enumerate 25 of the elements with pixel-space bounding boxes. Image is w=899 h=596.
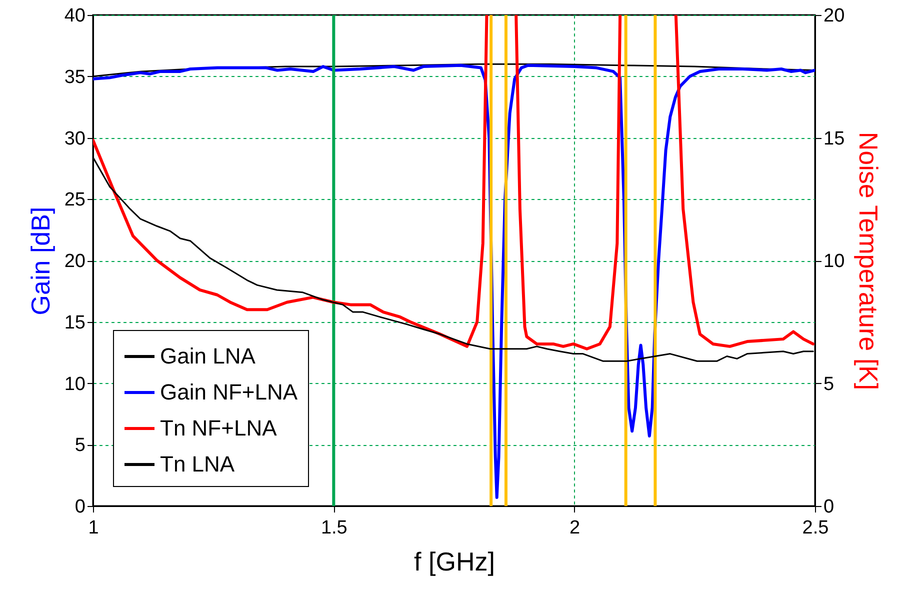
legend-label: Gain NF+LNA — [160, 380, 298, 404]
y-tick-label: 35 — [64, 66, 86, 88]
y2-tick-label: 15 — [824, 128, 845, 150]
y-tick-label: 20 — [64, 251, 86, 272]
x-tick-label: 2 — [570, 518, 580, 538]
y-tick-label: 30 — [64, 128, 86, 150]
y2-axis-title: Noise Temperature [K] — [854, 132, 884, 390]
y2-tick-label: 0 — [824, 496, 834, 518]
legend-label: Tn LNA — [160, 452, 235, 476]
legend-label: Tn NF+LNA — [160, 416, 278, 440]
y-tick-label: 0 — [74, 496, 86, 518]
y-tick-label: 40 — [64, 6, 86, 26]
y-tick-label: 5 — [74, 435, 86, 456]
x-tick-label: 2.5 — [802, 518, 829, 538]
x-tick-label: 1.5 — [320, 518, 348, 538]
y-tick-label: 15 — [64, 312, 86, 334]
x-axis-title: f [GHz] — [414, 546, 495, 576]
y2-tick-label: 10 — [824, 251, 845, 272]
y-tick-label: 10 — [64, 374, 86, 395]
y-axis-title: Gain [dB] — [25, 206, 56, 316]
legend-label: Gain LNA — [160, 344, 256, 368]
y2-tick-label: 20 — [824, 6, 845, 26]
y-tick-label: 25 — [64, 190, 86, 211]
y2-tick-label: 5 — [824, 374, 834, 395]
x-tick-label: 1 — [88, 518, 99, 538]
